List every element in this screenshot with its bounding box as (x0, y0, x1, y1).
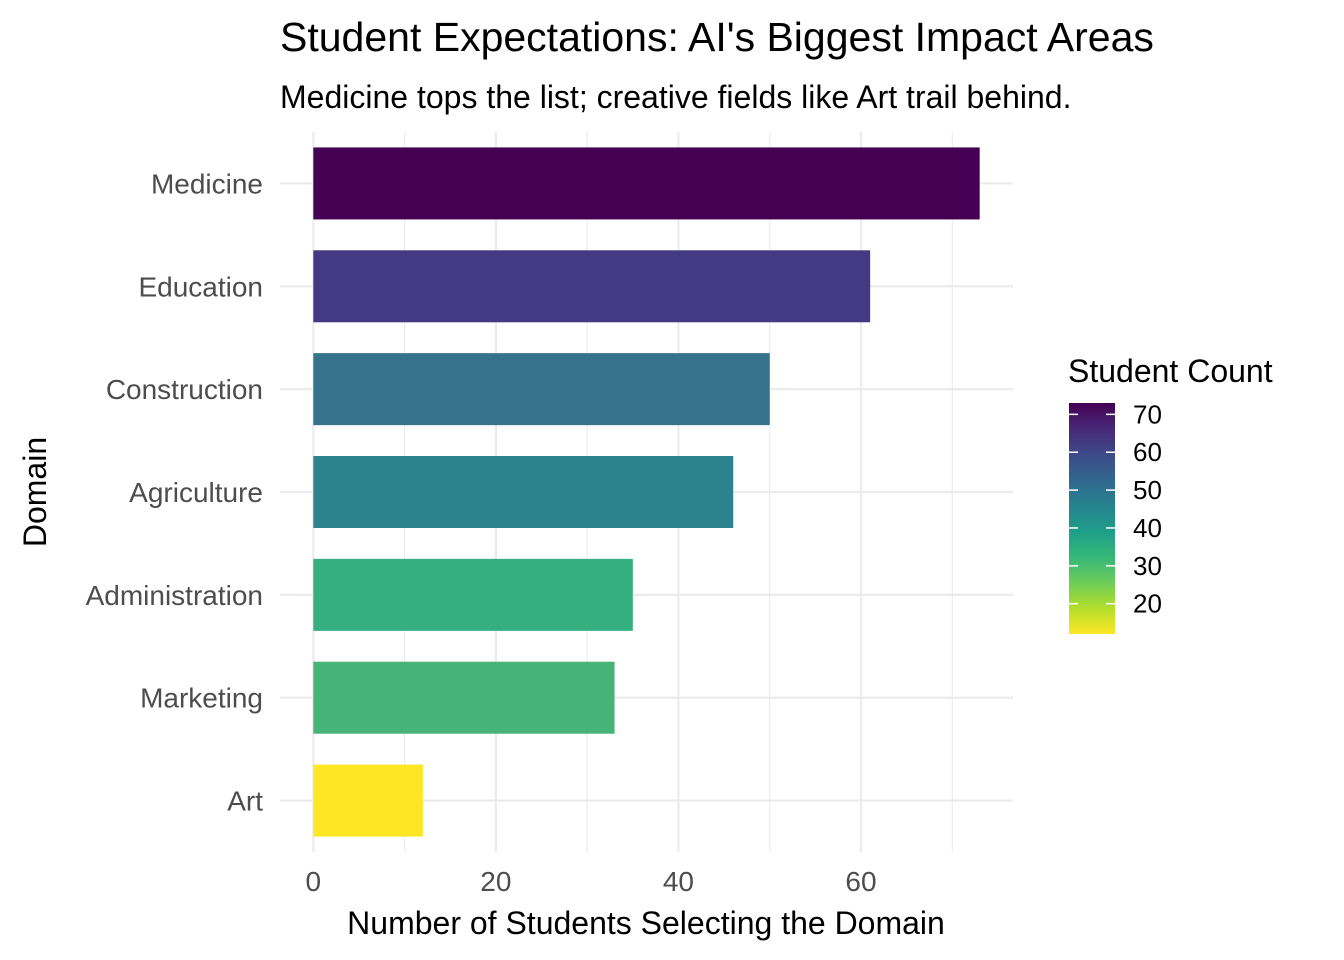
legend-tick-label: 70 (1133, 399, 1162, 429)
legend-tick-label: 60 (1133, 437, 1162, 467)
legend-title: Student Count (1068, 353, 1273, 389)
legend-tick-label: 20 (1133, 589, 1162, 619)
bar-marketing (313, 661, 615, 734)
x-axis-tick-labels: 0 20 40 60 (306, 866, 877, 897)
y-axis-title: Domain (17, 437, 53, 547)
chart-title: Student Expectations: AI's Biggest Impac… (280, 14, 1154, 60)
legend-tick-label: 30 (1133, 551, 1162, 581)
legend-tick-label: 40 (1133, 513, 1162, 543)
y-tick-label-administration: Administration (86, 580, 263, 611)
y-tick-label-construction: Construction (106, 374, 263, 405)
y-tick-label-agriculture: Agriculture (129, 477, 263, 508)
legend: Student Count 70 60 50 40 30 20 (1068, 353, 1273, 634)
bar-agriculture (313, 456, 734, 528)
x-tick-label: 0 (306, 866, 322, 897)
legend-tick-label: 50 (1133, 475, 1162, 505)
chart-subtitle: Medicine tops the list; creative fields … (280, 79, 1071, 115)
bar-medicine (313, 147, 980, 220)
x-axis-title: Number of Students Selecting the Domain (347, 905, 945, 941)
y-tick-label-marketing: Marketing (140, 683, 263, 714)
bars (313, 147, 980, 837)
legend-ticks: 70 60 50 40 30 20 (1069, 399, 1162, 619)
x-tick-label: 40 (663, 866, 694, 897)
bar-education (313, 250, 871, 323)
y-tick-label-art: Art (227, 786, 263, 817)
bar-construction (313, 353, 770, 426)
y-tick-label-medicine: Medicine (151, 168, 263, 199)
x-tick-label: 20 (480, 866, 511, 897)
bar-administration (313, 558, 633, 631)
x-tick-label: 60 (845, 866, 876, 897)
y-axis-tick-labels: Medicine Education Construction Agriculture… (86, 168, 264, 816)
y-tick-label-education: Education (138, 271, 263, 302)
legend-colorbar (1069, 403, 1115, 634)
bar-art (313, 764, 423, 837)
